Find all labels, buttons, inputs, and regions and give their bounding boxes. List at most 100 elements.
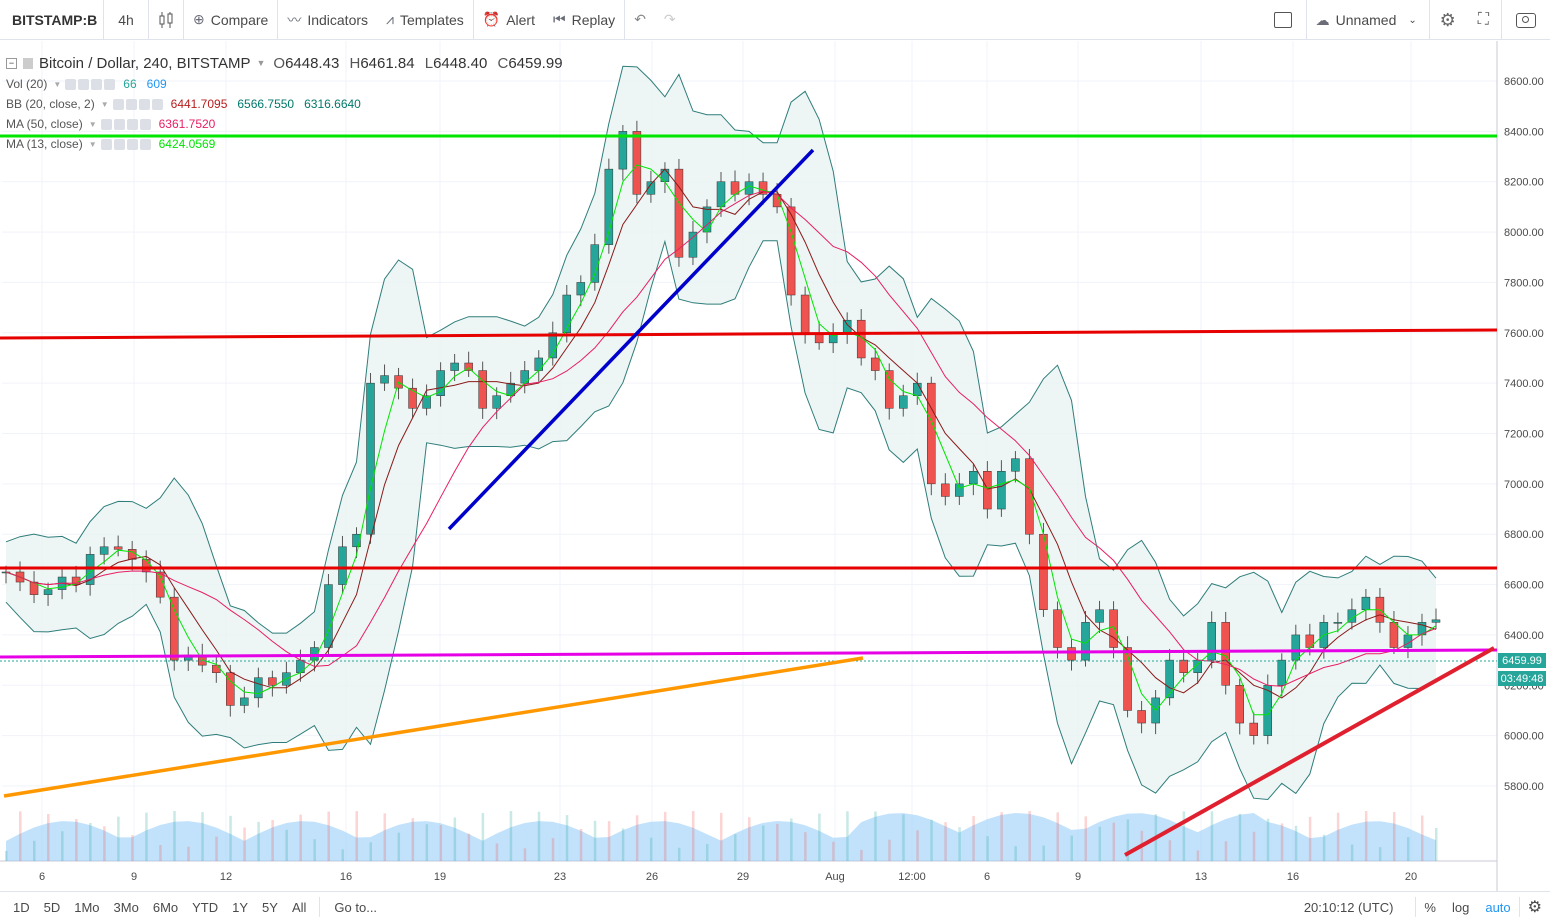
candle-body — [127, 549, 137, 560]
indicator-action-buttons[interactable] — [112, 98, 163, 110]
collapse-toggle[interactable]: − — [6, 57, 17, 69]
range-button[interactable]: 3Mo — [113, 899, 139, 915]
indicators-button[interactable]: 〰 Indicators — [278, 0, 377, 40]
range-button[interactable]: 1D — [13, 899, 30, 915]
settings-button[interactable]: ⚙ — [1430, 0, 1466, 40]
chevron-down-icon[interactable]: ▼ — [88, 119, 97, 129]
candle-body — [913, 382, 922, 396]
range-button[interactable]: 1Y — [232, 899, 249, 915]
snapshot-button[interactable] — [1502, 0, 1550, 40]
chevron-down-icon[interactable]: ▼ — [88, 139, 97, 149]
bollinger-lower-line — [5, 239, 1437, 801]
candle-body — [758, 181, 768, 195]
range-button[interactable]: 5Y — [262, 899, 278, 915]
plus-icon[interactable] — [91, 78, 103, 90]
volume-bar — [1000, 812, 1003, 861]
volume-bar — [579, 828, 583, 861]
volume-bar — [1420, 815, 1424, 861]
gear-icon[interactable] — [78, 78, 90, 90]
bollinger-upper-line — [5, 65, 1437, 634]
volume-bar — [1182, 811, 1186, 861]
volume-bar — [103, 826, 106, 861]
divider — [1415, 897, 1417, 917]
close-icon[interactable] — [104, 78, 116, 90]
goto-date-button[interactable]: Go to... — [334, 899, 378, 915]
fullscreen-box-button[interactable] — [1260, 0, 1306, 40]
indicator-action-buttons[interactable] — [100, 138, 151, 150]
alert-button[interactable]: ⏰ Alert — [474, 0, 544, 40]
close-icon[interactable] — [139, 138, 151, 150]
undo-button[interactable]: ↶ — [634, 11, 646, 27]
fullscreen-button[interactable]: ⛶ — [1466, 0, 1501, 40]
plus-icon[interactable] — [126, 138, 138, 150]
plus-circle-icon: ⊕ — [193, 11, 205, 27]
candle-body — [927, 382, 936, 485]
indicator-legend-row[interactable]: MA (50, close) ▼ 6361.7520 — [6, 114, 563, 134]
volume-bar — [748, 817, 751, 861]
replay-button[interactable]: ⏮ Replay — [544, 0, 624, 40]
candle-body — [800, 294, 810, 334]
volume-bar — [1028, 811, 1031, 861]
plus-icon[interactable] — [138, 98, 150, 110]
indicator-legend-row[interactable]: BB (20, close, 2) ▼ 6441.7095 6566.7550 6316… — [6, 94, 563, 114]
candle-body — [997, 471, 1006, 510]
auto-scale-toggle[interactable]: auto — [1485, 899, 1511, 915]
volume-bar — [551, 838, 555, 861]
volume-bar — [341, 849, 344, 861]
chevron-down-icon[interactable]: ▼ — [256, 58, 266, 68]
candle-body — [1123, 647, 1132, 711]
price-axis-label: 7000.00 — [1504, 479, 1544, 491]
volume-bar — [930, 819, 933, 861]
indicator-legend-row[interactable]: Vol (20) ▼ 66 609 — [6, 74, 563, 94]
range-button[interactable]: All — [291, 899, 307, 915]
chevron-down-icon[interactable]: ▼ — [53, 79, 62, 89]
eye-icon[interactable] — [100, 138, 112, 150]
chevron-down-icon[interactable]: ▼ — [100, 99, 109, 109]
series-title[interactable]: Bitcoin / Dollar, 240, BITSTAMP — [39, 54, 251, 72]
gear-icon[interactable] — [125, 98, 137, 110]
indicator-action-buttons[interactable] — [65, 78, 116, 90]
utc-clock[interactable]: 20:10:12 (UTC) — [1303, 899, 1394, 915]
volume-bar — [509, 811, 513, 861]
range-button[interactable]: 5D — [43, 899, 61, 915]
chart-area[interactable]: 8600.00 8400.00 8200.00 8000.00 7800.00 7600.… — [0, 41, 1550, 891]
compare-button[interactable]: ⊕ Compare — [184, 0, 277, 40]
range-button[interactable]: 1Mo — [74, 899, 100, 915]
volume-bar — [986, 836, 989, 861]
volume-bar — [649, 837, 653, 861]
candle-body — [969, 471, 978, 485]
volume-bar — [173, 811, 176, 861]
indicator-legend-row[interactable]: MA (13, close) ▼ 6424.0569 — [6, 134, 563, 154]
low-value: 6448.40 — [433, 54, 488, 72]
candle-body — [1221, 622, 1230, 686]
eye-icon[interactable] — [100, 118, 112, 130]
redo-button[interactable]: ↷ — [663, 11, 676, 27]
range-button[interactable]: YTD — [192, 899, 219, 915]
templates-button[interactable]: ⩘ Templates — [377, 0, 473, 40]
volume-bar — [593, 820, 597, 861]
eye-icon[interactable] — [112, 98, 124, 110]
volume-bar — [229, 815, 232, 861]
close-icon[interactable] — [151, 98, 163, 110]
interval-button[interactable]: 4h — [118, 11, 134, 28]
log-scale-toggle[interactable]: log — [1451, 899, 1470, 915]
candle-body — [240, 697, 249, 706]
candle-body — [1207, 622, 1216, 661]
volume-bar — [299, 814, 302, 861]
chart-style-button[interactable] — [149, 0, 183, 40]
eye-icon[interactable] — [65, 78, 77, 90]
percent-scale-toggle[interactable]: % — [1424, 899, 1436, 915]
close-icon[interactable] — [139, 118, 151, 130]
chart-settings-button[interactable]: ⚙ — [1520, 897, 1550, 917]
layout-menu-button[interactable]: ☁ Unnamed ⌄ — [1307, 0, 1429, 40]
range-button[interactable]: 6Mo — [152, 899, 179, 915]
gear-icon[interactable] — [113, 138, 125, 150]
volume-bar — [1168, 840, 1172, 861]
price-chart[interactable]: 8600.00 8400.00 8200.00 8000.00 7800.00 7600.… — [0, 41, 1550, 891]
plus-icon[interactable] — [126, 118, 138, 130]
volume-bar — [635, 815, 639, 861]
indicator-action-buttons[interactable] — [100, 118, 151, 130]
gear-icon[interactable] — [113, 118, 125, 130]
symbol-search[interactable]: BITSTAMP:B — [12, 11, 98, 28]
bottom-toolbar: 1D 5D 1Mo 3Mo 6Mo YTD 1Y 5Y All Go to... 20:10:1… — [0, 891, 1550, 922]
